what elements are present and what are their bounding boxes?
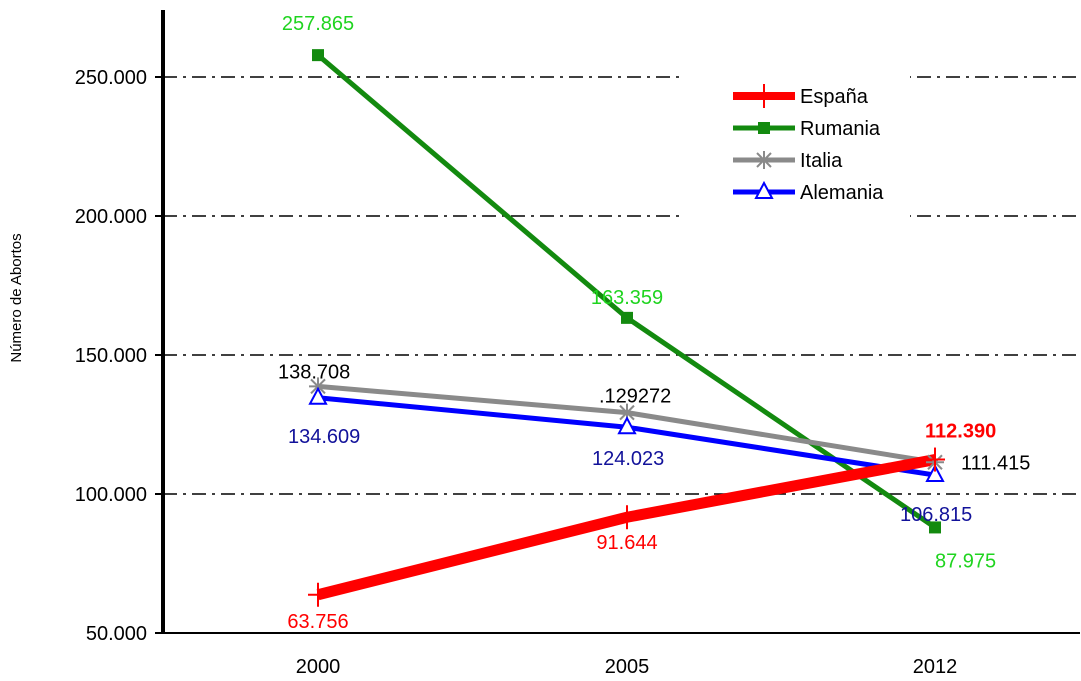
data-point-españa: [308, 582, 328, 607]
data-point-alemania: [308, 386, 328, 405]
data-label-españa: 112.390: [925, 421, 996, 443]
data-point-rumania: [312, 49, 324, 62]
legend-marker: [754, 180, 774, 199]
data-label-italia: 138.708: [278, 361, 350, 383]
legend-marker: [755, 151, 773, 169]
x-tick-label: 2005: [605, 656, 650, 678]
data-point-rumania: [621, 311, 633, 324]
legend: España Rumania Italia Alemania: [680, 72, 910, 217]
data-labels: 63.756 91.644 112.390 257.865 163.359 87.975 1…: [278, 13, 1030, 633]
data-label-italia: .129272: [599, 386, 671, 408]
data-label-rumania: 163.359: [591, 287, 663, 309]
legend-marker: [758, 122, 770, 134]
data-label-alemania: 134.609: [288, 426, 360, 448]
series: [308, 49, 945, 607]
data-point-italia: [618, 403, 636, 422]
data-point-españa: [617, 505, 637, 530]
y-tick-label: 250.000: [75, 67, 147, 89]
x-tick-label: 2012: [913, 656, 958, 678]
x-tick-label: 2000: [296, 656, 341, 678]
legend-label: Rumania: [800, 118, 881, 140]
legend-label: España: [800, 86, 869, 108]
y-tick-label: 200.000: [75, 206, 147, 228]
legend-marker: [754, 84, 774, 108]
data-point-alemania: [617, 416, 637, 435]
data-label-rumania: 257.865: [282, 13, 354, 35]
data-label-alemania: 124.023: [592, 448, 664, 470]
data-point-alemania: [925, 463, 945, 483]
legend-label: Italia: [800, 150, 843, 172]
data-label-españa: 63.756: [287, 611, 348, 633]
data-label-españa: 91.644: [596, 532, 657, 554]
y-axis-label: Número de Abortos: [8, 233, 25, 362]
grid-lines: [163, 76, 1080, 495]
data-point-españa: [925, 447, 945, 472]
legend-label: Alemania: [800, 182, 884, 204]
y-tick-label: 100.000: [75, 484, 147, 506]
data-point-rumania: [929, 521, 941, 534]
data-label-rumania: 87.975: [935, 550, 996, 572]
x-tick-labels: 2000 2005 2012: [296, 656, 958, 678]
data-label-italia: 111.415: [961, 452, 1030, 474]
y-tick-label: 50.000: [86, 623, 147, 645]
y-tick-label: 150.000: [75, 345, 147, 367]
axes: [161, 10, 1080, 634]
data-label-alemania: 106.815: [900, 504, 972, 526]
y-tick-labels: 50.000 100.000 150.000 200.000 250.000: [75, 67, 163, 645]
